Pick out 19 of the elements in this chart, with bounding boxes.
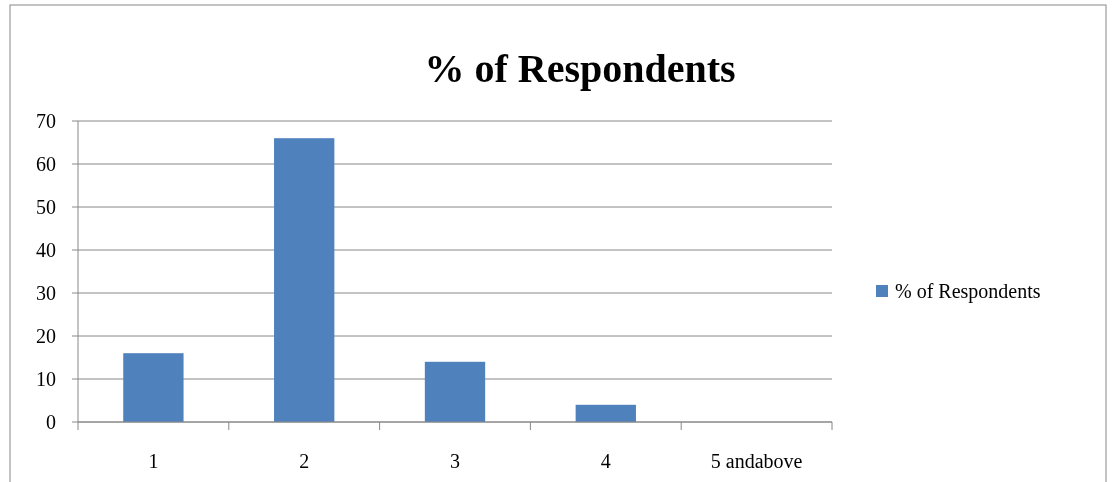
bar [575,404,636,422]
y-tick-label: 40 [36,239,56,261]
legend-label: % of Respondents [895,280,1041,303]
x-tick-label: 5 andabove [710,450,803,472]
x-tick-label: 4 [600,450,611,472]
bar [123,353,184,422]
chart-title: % of Respondents [424,46,736,91]
y-tick-label: 20 [36,325,56,347]
x-tick-label: 3 [450,450,460,472]
bar [424,361,486,422]
y-tick-label: 10 [36,368,56,390]
x-tick-label: 1 [148,450,159,472]
y-tick-label: 50 [36,196,56,218]
y-tick-label: 30 [36,282,56,304]
y-tick-label: 70 [36,110,56,132]
x-tick-label: 2 [299,450,310,472]
y-tick-label: 60 [36,153,56,175]
y-tick-label: 0 [46,411,56,433]
bar [274,138,335,422]
